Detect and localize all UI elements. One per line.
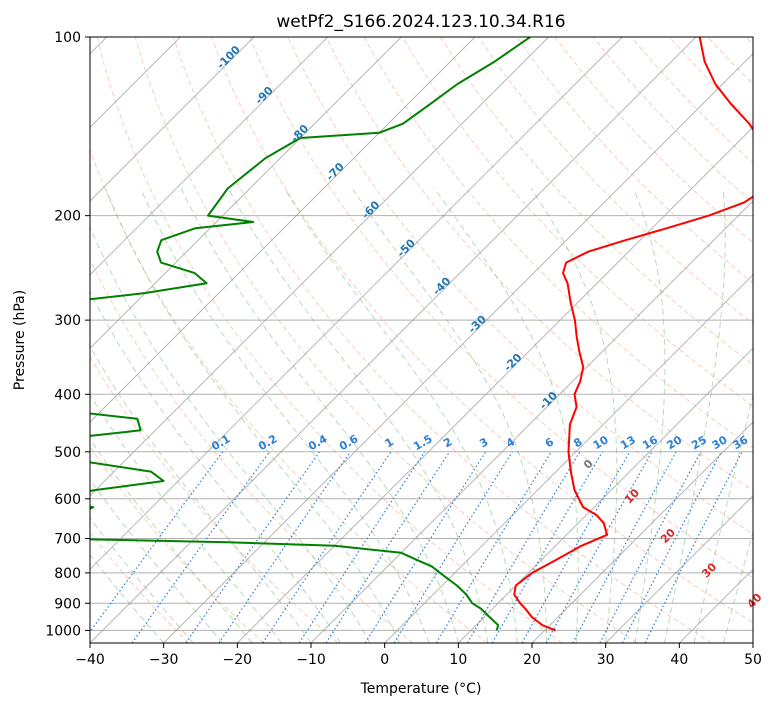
moist-adiabat: [90, 554, 165, 643]
plot-frame: [89, 36, 754, 644]
dry-adiabat: [516, 37, 753, 284]
chart-title: wetPf2_S166.2024.123.10.34.R16: [276, 12, 565, 32]
isotherm: [90, 37, 329, 276]
isotherm: [752, 642, 753, 643]
mixing-ratio-line: [545, 451, 653, 643]
moist-adiabat: [284, 188, 518, 643]
moist-adiabat: [105, 188, 400, 643]
mixing-ratio-line: [298, 451, 426, 643]
y-tick-label: 1000: [45, 623, 81, 639]
x-tick-label: 50: [744, 652, 762, 668]
mixing-ratio-line: [218, 451, 351, 643]
mixing-ratio-line: [364, 451, 487, 643]
isotherm: [236, 126, 753, 643]
x-tick-label: 30: [597, 652, 615, 668]
moist-adiabat: [227, 188, 489, 643]
moist-adiabat: [90, 478, 223, 643]
y-axis-title: Pressure (hPa): [12, 290, 28, 390]
isotherm: [90, 37, 550, 497]
isotherm: [90, 37, 476, 423]
mixing-ratio-line: [90, 451, 224, 633]
x-tick-label: 40: [670, 652, 688, 668]
mixing-ratio-line: [521, 451, 631, 643]
x-axis-ticks: −40 −30 −20 −10 0 10 20 30 40 50: [75, 643, 762, 668]
y-tick-label: 200: [54, 209, 81, 225]
x-tick-label: 20: [523, 652, 541, 668]
mixing-ratio-line: [644, 451, 743, 643]
dry-adiabat: [401, 37, 753, 407]
mixing-ratio-line: [599, 451, 702, 643]
temperature-profile: [513, 37, 753, 632]
isotherm: [605, 494, 753, 643]
y-axis-ticks: 100 200 300 400 500 600 700 800 900 1000: [45, 30, 90, 639]
mixing-ratio-line: [435, 451, 552, 643]
isotherm: [90, 37, 255, 202]
isotherm: [310, 200, 753, 643]
dry-adiabat: [439, 37, 753, 366]
dry-adiabat: [172, 37, 712, 643]
y-tick-label: 400: [54, 387, 81, 403]
dry-adiabat: [90, 355, 339, 643]
y-tick-label: 700: [54, 532, 81, 548]
mixing-ratio-line: [325, 451, 451, 643]
y-tick-label: 300: [54, 313, 81, 329]
moist-adiabat: [90, 225, 371, 643]
dry-adiabat: [96, 37, 563, 643]
dry-adiabat: [249, 37, 753, 579]
x-tick-label: −40: [75, 652, 105, 668]
y-tick-label: 500: [54, 445, 81, 461]
y-tick-label: 800: [54, 566, 81, 582]
moist-adiabat: [90, 517, 194, 643]
background-lines: [90, 37, 753, 643]
isotherm: [457, 347, 753, 643]
dry-adiabat: [325, 37, 753, 492]
mixing-ratio-line: [572, 451, 677, 643]
moist-adiabat: [140, 188, 430, 643]
isotherm: [163, 52, 753, 643]
isotherm: [90, 37, 623, 571]
mixing-ratio-line: [131, 451, 271, 643]
isotherm: [531, 421, 753, 643]
dry-adiabat: [211, 37, 753, 624]
x-tick-label: −30: [149, 652, 179, 668]
x-axis-title: Temperature (°C): [360, 681, 482, 697]
isotherm: [384, 273, 753, 643]
mixing-ratio-line: [185, 451, 321, 643]
y-tick-label: 900: [54, 596, 81, 612]
x-tick-label: 0: [380, 652, 389, 668]
x-tick-label: −20: [223, 652, 253, 668]
moist-adiabat: [530, 188, 618, 643]
data-lines: [90, 37, 753, 632]
mixing-ratio-line: [262, 451, 392, 643]
dry-adiabat: [90, 148, 488, 643]
moist-adiabat: [664, 188, 726, 643]
moist-adiabat: [693, 393, 753, 643]
moist-adiabat: [90, 290, 341, 643]
x-tick-label: 10: [449, 652, 467, 668]
dry-adiabat: [134, 37, 638, 643]
y-tick-label: 100: [54, 30, 81, 46]
plot-background: [90, 37, 753, 643]
y-tick-label: 600: [54, 492, 81, 508]
moist-adiabat: [180, 188, 459, 643]
dry-adiabat: [90, 531, 190, 643]
dewpoint-profile: [90, 37, 531, 631]
x-tick-label: −10: [296, 652, 326, 668]
moist-adiabat: [632, 188, 666, 643]
